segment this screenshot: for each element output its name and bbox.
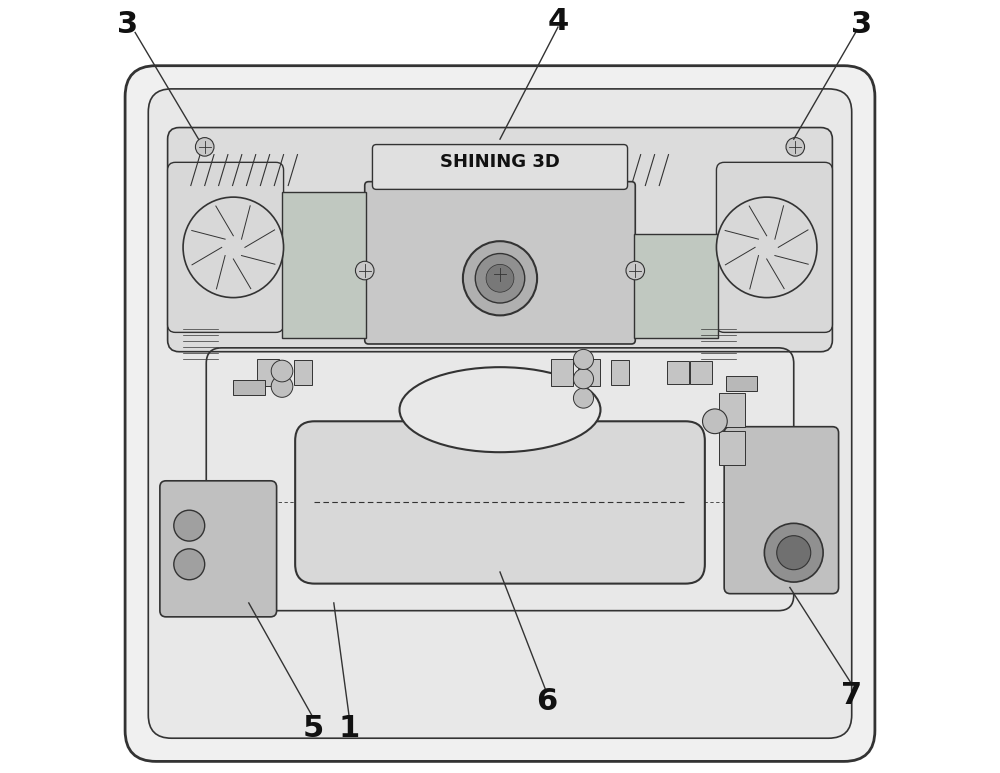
FancyBboxPatch shape [294, 360, 312, 385]
FancyBboxPatch shape [148, 89, 852, 738]
Circle shape [475, 254, 525, 303]
FancyBboxPatch shape [295, 421, 705, 584]
FancyBboxPatch shape [634, 234, 718, 338]
Text: 1: 1 [339, 713, 360, 743]
FancyBboxPatch shape [578, 359, 600, 386]
Text: 7: 7 [841, 681, 862, 710]
Circle shape [271, 376, 293, 397]
Circle shape [703, 409, 727, 434]
FancyBboxPatch shape [726, 376, 757, 391]
Text: SHINING 3D: SHINING 3D [440, 153, 560, 172]
Circle shape [463, 241, 537, 315]
Circle shape [183, 197, 284, 298]
FancyBboxPatch shape [160, 481, 277, 617]
FancyBboxPatch shape [282, 192, 366, 338]
FancyBboxPatch shape [719, 431, 745, 465]
Ellipse shape [400, 367, 600, 452]
Circle shape [195, 138, 214, 156]
Circle shape [573, 349, 594, 369]
Circle shape [786, 138, 805, 156]
Circle shape [626, 261, 645, 280]
FancyBboxPatch shape [257, 359, 279, 386]
FancyBboxPatch shape [168, 162, 284, 332]
Circle shape [355, 261, 374, 280]
Circle shape [573, 369, 594, 389]
FancyBboxPatch shape [716, 162, 832, 332]
Text: 4: 4 [547, 7, 569, 36]
Text: 3: 3 [851, 10, 872, 39]
Circle shape [491, 265, 509, 284]
FancyBboxPatch shape [365, 182, 635, 344]
Text: 6: 6 [536, 687, 557, 717]
FancyBboxPatch shape [719, 393, 745, 427]
Circle shape [716, 197, 817, 298]
FancyBboxPatch shape [168, 128, 832, 352]
FancyBboxPatch shape [372, 145, 628, 189]
Circle shape [271, 360, 293, 382]
FancyBboxPatch shape [667, 361, 689, 383]
Circle shape [174, 549, 205, 580]
FancyBboxPatch shape [125, 66, 875, 761]
Circle shape [764, 523, 823, 582]
Circle shape [486, 264, 514, 292]
Circle shape [174, 510, 205, 541]
FancyBboxPatch shape [690, 361, 712, 383]
FancyBboxPatch shape [611, 360, 629, 385]
FancyBboxPatch shape [233, 380, 265, 395]
FancyBboxPatch shape [724, 427, 839, 594]
Circle shape [573, 388, 594, 408]
FancyBboxPatch shape [551, 359, 573, 386]
Text: 3: 3 [117, 10, 138, 39]
Text: 5: 5 [302, 713, 324, 743]
Circle shape [777, 536, 811, 570]
